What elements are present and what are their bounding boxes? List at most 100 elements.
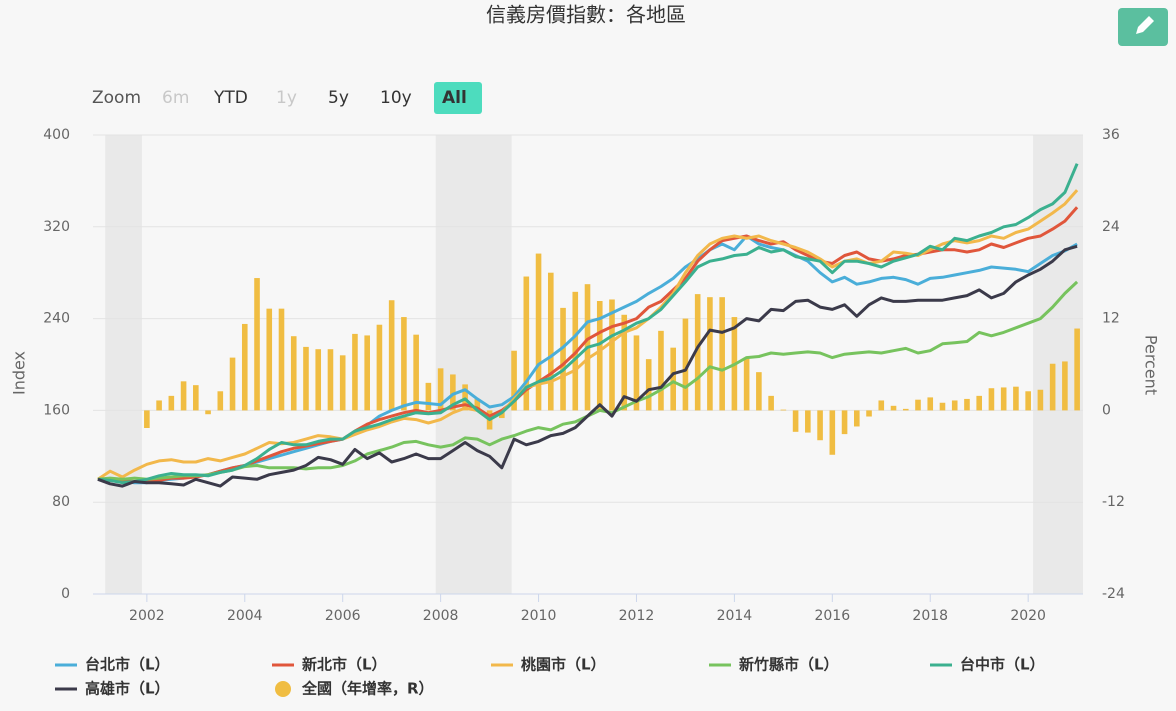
bar [1000, 387, 1007, 411]
bar [1062, 361, 1068, 411]
bar [915, 399, 921, 411]
bar [290, 336, 297, 411]
y-tick-label: 160 [43, 402, 70, 418]
legend-label[interactable]: 新北市（L） [302, 656, 387, 674]
y2-tick-label: 24 [1102, 219, 1120, 235]
y2-tick-label: 12 [1102, 311, 1120, 327]
zoom-button[interactable]: YTD [213, 88, 248, 108]
x-tick-label: 2014 [717, 608, 753, 624]
bar [1049, 363, 1056, 411]
shaded-range [105, 135, 142, 594]
bar [1037, 389, 1044, 411]
bar [829, 410, 836, 455]
y2-tick-label: -12 [1102, 494, 1125, 510]
bar [633, 335, 640, 411]
bar [229, 357, 236, 411]
bar [805, 410, 811, 433]
bar [596, 301, 603, 411]
bar [878, 400, 885, 411]
bar [743, 358, 750, 411]
bar [694, 294, 701, 411]
bar [278, 308, 285, 411]
y2-tick-label: -24 [1102, 586, 1125, 602]
bar [853, 410, 860, 427]
bar [988, 388, 995, 411]
legend-symbol[interactable] [275, 681, 291, 697]
bar [327, 349, 334, 411]
bar [339, 355, 346, 411]
x-tick-label: 2018 [912, 608, 948, 624]
bar [180, 381, 187, 411]
line-series [97, 163, 1079, 485]
bar [352, 333, 358, 411]
bar [707, 297, 713, 411]
bar [425, 382, 432, 411]
legend-label[interactable]: 桃園市（L） [521, 656, 606, 674]
legend-label[interactable]: 全國（年增率，R） [301, 680, 434, 698]
zoom-button[interactable]: 5y [328, 88, 349, 108]
bar [560, 307, 566, 411]
legend-label[interactable]: 台北市（L） [85, 656, 170, 674]
zoom-button[interactable]: 10y [380, 88, 412, 108]
bar [1025, 391, 1031, 411]
bar [682, 318, 689, 411]
y2-tick-label: 0 [1102, 402, 1111, 418]
zoom-button[interactable]: All [442, 88, 467, 108]
bar [621, 314, 628, 411]
bar [609, 299, 615, 411]
zoom-button-bg[interactable] [434, 82, 482, 114]
zoom-button: 1y [276, 88, 297, 108]
edit-button[interactable] [1118, 8, 1168, 46]
chart-title: 信義房價指數：各地區 [486, 3, 686, 27]
legend-label[interactable]: 高雄市（L） [85, 680, 170, 698]
bar [951, 400, 958, 411]
bar [462, 384, 468, 411]
bar [315, 349, 322, 411]
y-tick-label: 320 [43, 219, 70, 235]
bar [890, 405, 897, 411]
bar [866, 410, 872, 417]
bar [780, 409, 787, 411]
bar [719, 297, 725, 411]
bar [1013, 386, 1019, 411]
x-tick-label: 2002 [129, 608, 165, 624]
bar [241, 323, 248, 411]
legend-label[interactable]: 新竹縣市（L） [739, 656, 839, 674]
bar [205, 410, 211, 415]
zoom-button: 6m [162, 88, 189, 108]
bar [768, 395, 774, 411]
bar [303, 346, 309, 411]
bar [168, 395, 175, 411]
bar [437, 368, 444, 411]
bar [144, 410, 150, 428]
bar [523, 276, 530, 411]
bar [450, 374, 456, 411]
y-tick-label: 240 [43, 311, 70, 327]
bar [645, 359, 652, 411]
x-tick-label: 2016 [814, 608, 850, 624]
shaded-range [435, 135, 512, 594]
bar [902, 408, 909, 411]
y-axis-title: Index [10, 351, 29, 395]
bar [976, 395, 983, 411]
y2-axis-title: Percent [1142, 335, 1161, 395]
x-tick-label: 2006 [325, 608, 361, 624]
bar [193, 385, 199, 411]
bar [792, 410, 799, 432]
y-tick-label: 0 [61, 586, 70, 602]
line-series [97, 244, 1078, 488]
zoom-label: Zoom [92, 88, 141, 108]
bar [254, 278, 260, 411]
y-tick-label: 400 [43, 127, 70, 143]
bar [1074, 328, 1080, 411]
bar [413, 334, 419, 411]
x-tick-label: 2020 [1010, 608, 1046, 624]
bar [756, 372, 762, 411]
bar [376, 324, 383, 411]
y-tick-label: 80 [52, 494, 70, 510]
legend-label[interactable]: 台中市（L） [960, 656, 1045, 674]
pencil-icon[interactable] [1136, 16, 1154, 34]
bar [535, 253, 542, 411]
bar [364, 335, 370, 411]
